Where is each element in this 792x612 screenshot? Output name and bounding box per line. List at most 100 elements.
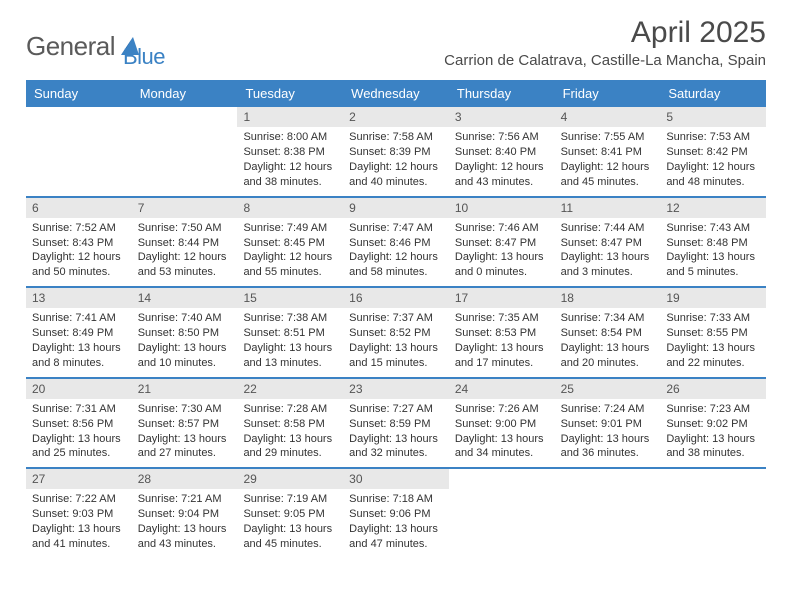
day-header-cell: Thursday: [449, 80, 555, 107]
sunset-text: Sunset: 8:50 PM: [138, 326, 232, 341]
day-cell: 5Sunrise: 7:53 AMSunset: 8:42 PMDaylight…: [660, 107, 766, 196]
day-body: Sunrise: 7:35 AMSunset: 8:53 PMDaylight:…: [449, 308, 555, 376]
sunset-text: Sunset: 9:03 PM: [32, 507, 126, 522]
day-body: Sunrise: 7:40 AMSunset: 8:50 PMDaylight:…: [132, 308, 238, 376]
daylight-text: Daylight: 13 hours and 5 minutes.: [666, 250, 760, 280]
sunrise-text: Sunrise: 7:18 AM: [349, 492, 443, 507]
sunset-text: Sunset: 8:57 PM: [138, 417, 232, 432]
day-body: Sunrise: 7:28 AMSunset: 8:58 PMDaylight:…: [237, 399, 343, 467]
daylight-text: Daylight: 12 hours and 38 minutes.: [243, 160, 337, 190]
sunrise-text: Sunrise: 7:58 AM: [349, 130, 443, 145]
day-number: 13: [26, 288, 132, 308]
day-cell: 1Sunrise: 8:00 AMSunset: 8:38 PMDaylight…: [237, 107, 343, 196]
sunrise-text: Sunrise: 7:56 AM: [455, 130, 549, 145]
daylight-text: Daylight: 13 hours and 29 minutes.: [243, 432, 337, 462]
day-number: 11: [555, 198, 661, 218]
day-body: Sunrise: 7:43 AMSunset: 8:48 PMDaylight:…: [660, 218, 766, 286]
day-cell-empty: [555, 469, 661, 558]
sunrise-text: Sunrise: 7:22 AM: [32, 492, 126, 507]
sunset-text: Sunset: 8:40 PM: [455, 145, 549, 160]
day-body: Sunrise: 7:47 AMSunset: 8:46 PMDaylight:…: [343, 218, 449, 286]
sunrise-text: Sunrise: 7:44 AM: [561, 221, 655, 236]
day-body: Sunrise: 7:46 AMSunset: 8:47 PMDaylight:…: [449, 218, 555, 286]
day-number: 16: [343, 288, 449, 308]
daylight-text: Daylight: 13 hours and 25 minutes.: [32, 432, 126, 462]
day-number: 10: [449, 198, 555, 218]
day-cell: 28Sunrise: 7:21 AMSunset: 9:04 PMDayligh…: [132, 469, 238, 558]
day-number: 14: [132, 288, 238, 308]
sunrise-text: Sunrise: 7:34 AM: [561, 311, 655, 326]
sunrise-text: Sunrise: 7:19 AM: [243, 492, 337, 507]
sunrise-text: Sunrise: 7:35 AM: [455, 311, 549, 326]
daylight-text: Daylight: 12 hours and 45 minutes.: [561, 160, 655, 190]
day-cell: 22Sunrise: 7:28 AMSunset: 8:58 PMDayligh…: [237, 379, 343, 468]
day-header-cell: Friday: [555, 80, 661, 107]
week-row: 13Sunrise: 7:41 AMSunset: 8:49 PMDayligh…: [26, 288, 766, 379]
daylight-text: Daylight: 13 hours and 27 minutes.: [138, 432, 232, 462]
day-body: Sunrise: 7:24 AMSunset: 9:01 PMDaylight:…: [555, 399, 661, 467]
sunset-text: Sunset: 8:47 PM: [455, 236, 549, 251]
day-body: Sunrise: 7:50 AMSunset: 8:44 PMDaylight:…: [132, 218, 238, 286]
day-number: 2: [343, 107, 449, 127]
day-cell: 4Sunrise: 7:55 AMSunset: 8:41 PMDaylight…: [555, 107, 661, 196]
day-number: 15: [237, 288, 343, 308]
sunset-text: Sunset: 8:43 PM: [32, 236, 126, 251]
day-number: 22: [237, 379, 343, 399]
sunset-text: Sunset: 9:01 PM: [561, 417, 655, 432]
week-row: 20Sunrise: 7:31 AMSunset: 8:56 PMDayligh…: [26, 379, 766, 470]
day-header-cell: Wednesday: [343, 80, 449, 107]
daylight-text: Daylight: 12 hours and 55 minutes.: [243, 250, 337, 280]
daylight-text: Daylight: 13 hours and 22 minutes.: [666, 341, 760, 371]
sunset-text: Sunset: 9:02 PM: [666, 417, 760, 432]
day-body: Sunrise: 7:31 AMSunset: 8:56 PMDaylight:…: [26, 399, 132, 467]
day-cell: 27Sunrise: 7:22 AMSunset: 9:03 PMDayligh…: [26, 469, 132, 558]
day-number: 17: [449, 288, 555, 308]
day-cell-empty: [26, 107, 132, 196]
day-cell: 15Sunrise: 7:38 AMSunset: 8:51 PMDayligh…: [237, 288, 343, 377]
month-title: April 2025: [444, 16, 766, 50]
day-number: 5: [660, 107, 766, 127]
day-cell: 30Sunrise: 7:18 AMSunset: 9:06 PMDayligh…: [343, 469, 449, 558]
sunrise-text: Sunrise: 7:46 AM: [455, 221, 549, 236]
location-subtitle: Carrion de Calatrava, Castille-La Mancha…: [444, 52, 766, 69]
sunrise-text: Sunrise: 7:23 AM: [666, 402, 760, 417]
daylight-text: Daylight: 12 hours and 53 minutes.: [138, 250, 232, 280]
day-cell: 10Sunrise: 7:46 AMSunset: 8:47 PMDayligh…: [449, 198, 555, 287]
sunset-text: Sunset: 9:06 PM: [349, 507, 443, 522]
daylight-text: Daylight: 13 hours and 34 minutes.: [455, 432, 549, 462]
day-cell-empty: [449, 469, 555, 558]
daylight-text: Daylight: 13 hours and 41 minutes.: [32, 522, 126, 552]
sunrise-text: Sunrise: 7:53 AM: [666, 130, 760, 145]
day-cell: 20Sunrise: 7:31 AMSunset: 8:56 PMDayligh…: [26, 379, 132, 468]
daylight-text: Daylight: 12 hours and 50 minutes.: [32, 250, 126, 280]
day-body: Sunrise: 7:18 AMSunset: 9:06 PMDaylight:…: [343, 489, 449, 557]
sunset-text: Sunset: 8:48 PM: [666, 236, 760, 251]
week-row: 27Sunrise: 7:22 AMSunset: 9:03 PMDayligh…: [26, 469, 766, 558]
sunrise-text: Sunrise: 7:38 AM: [243, 311, 337, 326]
day-body: Sunrise: 7:30 AMSunset: 8:57 PMDaylight:…: [132, 399, 238, 467]
day-body: Sunrise: 7:53 AMSunset: 8:42 PMDaylight:…: [660, 127, 766, 195]
day-cell: 16Sunrise: 7:37 AMSunset: 8:52 PMDayligh…: [343, 288, 449, 377]
day-number: 21: [132, 379, 238, 399]
day-number: 18: [555, 288, 661, 308]
daylight-text: Daylight: 13 hours and 15 minutes.: [349, 341, 443, 371]
logo-word-general: General: [26, 31, 115, 62]
day-cell-empty: [660, 469, 766, 558]
sunrise-text: Sunrise: 7:30 AM: [138, 402, 232, 417]
day-cell: 23Sunrise: 7:27 AMSunset: 8:59 PMDayligh…: [343, 379, 449, 468]
day-header-cell: Monday: [132, 80, 238, 107]
sunrise-text: Sunrise: 7:55 AM: [561, 130, 655, 145]
daylight-text: Daylight: 12 hours and 40 minutes.: [349, 160, 443, 190]
day-cell: 24Sunrise: 7:26 AMSunset: 9:00 PMDayligh…: [449, 379, 555, 468]
day-header-cell: Tuesday: [237, 80, 343, 107]
sunset-text: Sunset: 8:45 PM: [243, 236, 337, 251]
day-cell: 6Sunrise: 7:52 AMSunset: 8:43 PMDaylight…: [26, 198, 132, 287]
sunset-text: Sunset: 9:04 PM: [138, 507, 232, 522]
daylight-text: Daylight: 13 hours and 38 minutes.: [666, 432, 760, 462]
sunset-text: Sunset: 9:05 PM: [243, 507, 337, 522]
day-cell: 2Sunrise: 7:58 AMSunset: 8:39 PMDaylight…: [343, 107, 449, 196]
sunrise-text: Sunrise: 7:21 AM: [138, 492, 232, 507]
sunrise-text: Sunrise: 7:28 AM: [243, 402, 337, 417]
day-body: Sunrise: 7:34 AMSunset: 8:54 PMDaylight:…: [555, 308, 661, 376]
sunrise-text: Sunrise: 7:47 AM: [349, 221, 443, 236]
